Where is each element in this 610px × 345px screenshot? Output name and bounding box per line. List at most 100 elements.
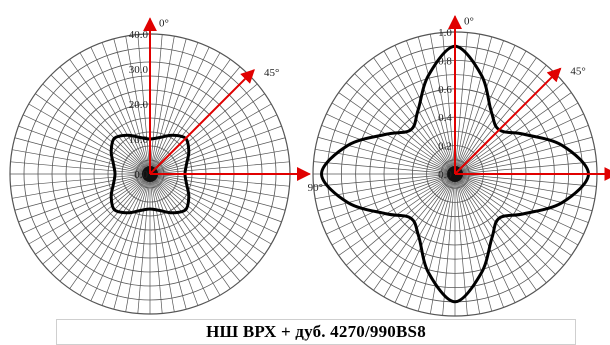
grid-spoke <box>50 74 151 175</box>
grid-spoke <box>454 173 516 303</box>
grid-spoke <box>90 173 151 302</box>
grid-spoke <box>149 173 272 245</box>
grid-spoke <box>454 173 493 312</box>
grid-spoke <box>149 173 288 199</box>
grid-spoke <box>14 173 151 211</box>
grid-spoke <box>10 161 151 175</box>
grid-spoke <box>383 50 456 175</box>
grid-spoke <box>149 173 163 314</box>
grid-spoke <box>373 57 456 175</box>
grid-spoke <box>454 173 565 266</box>
caption-box: НШ ВРХ + дуб. 4270/990BS8 <box>56 319 576 345</box>
grid-spoke <box>454 64 547 175</box>
grid-spoke <box>454 45 516 175</box>
grid-spoke <box>42 173 151 265</box>
radial-tick-label: 0.8 <box>438 55 452 67</box>
grid-spoke <box>35 93 151 175</box>
grid-spoke <box>149 114 278 175</box>
grid-spoke <box>149 173 258 265</box>
grid-spoke <box>454 173 481 314</box>
radial-tick-label: 0.0 <box>134 169 148 181</box>
grid-spoke <box>149 93 265 175</box>
grid-spoke <box>149 173 199 306</box>
grid-spoke <box>59 66 151 175</box>
grid-spoke <box>454 173 504 308</box>
grid-spoke <box>454 32 468 175</box>
grid-spoke <box>149 173 282 223</box>
radial-tick-label: 1.0 <box>438 27 452 39</box>
polar-chart-left: 0.010.020.030.040.00°45°90° <box>9 17 323 315</box>
grid-spoke <box>149 173 286 211</box>
grid-spoke <box>454 173 593 212</box>
grid-spoke <box>18 173 151 223</box>
grid-spoke <box>442 173 456 316</box>
direction-arrow <box>149 69 255 175</box>
radial-tick-label: 0.2 <box>438 141 452 153</box>
grid-spoke <box>137 173 151 314</box>
grid-spoke <box>149 173 175 312</box>
grid-spoke <box>454 173 547 284</box>
direction-label: 0° <box>464 15 474 27</box>
direction-label: 90° <box>308 182 323 194</box>
grid-spoke <box>149 173 187 310</box>
grid-spoke <box>454 173 579 246</box>
grid-spoke <box>125 36 151 175</box>
grid-spoke <box>363 64 456 175</box>
grid-spoke <box>454 173 537 291</box>
grid-spoke <box>345 82 456 175</box>
grid-spoke <box>149 36 175 175</box>
grid-spoke <box>101 42 151 175</box>
direction-label: 45° <box>264 67 279 79</box>
grid-spoke <box>113 38 151 175</box>
grid-spoke <box>149 103 272 175</box>
grid-spoke <box>429 173 456 314</box>
grid-spoke <box>149 52 221 175</box>
grid-spoke <box>321 173 456 223</box>
grid-spoke <box>394 173 456 303</box>
grid-spoke <box>113 173 151 310</box>
grid-spoke <box>149 173 278 234</box>
grid-spoke <box>149 137 286 175</box>
grid-spoke <box>373 173 456 291</box>
grid-spoke <box>42 83 151 175</box>
grid-spoke <box>406 173 456 308</box>
grid-spoke <box>454 173 597 187</box>
grid-spoke <box>454 173 584 235</box>
grid-spoke <box>79 52 151 175</box>
grid-spoke <box>149 149 288 175</box>
direction-arrow <box>454 67 562 175</box>
grid-spoke <box>149 59 231 175</box>
grid-spoke <box>454 40 504 175</box>
polar-chart-right: 0.00.20.40.60.81.00°45°90° <box>312 14 610 317</box>
grid-spoke <box>125 173 151 312</box>
grid-spoke <box>149 66 241 175</box>
grid-spoke <box>149 173 210 302</box>
grid-spoke <box>22 114 151 175</box>
radial-tick-label: 40.0 <box>129 29 149 41</box>
grid-spoke <box>417 36 456 175</box>
grid-spoke <box>394 45 456 175</box>
grid-spoke <box>59 173 151 282</box>
grid-spoke <box>149 125 282 175</box>
grid-spoke <box>28 173 151 245</box>
grid-spoke <box>90 46 151 175</box>
grid-spoke <box>454 173 527 298</box>
grid-spoke <box>454 125 589 175</box>
grid-spoke <box>149 173 290 187</box>
grid-spoke <box>354 73 456 175</box>
radial-tick-label: 0.4 <box>438 112 452 124</box>
direction-label: 0° <box>159 18 169 30</box>
grid-spoke <box>12 173 151 199</box>
grid-spoke <box>406 40 456 175</box>
grid-spoke <box>101 173 151 306</box>
grid-spoke <box>149 161 290 175</box>
grid-spoke <box>79 173 151 296</box>
grid-spoke <box>149 173 250 274</box>
grid-spoke <box>317 173 456 212</box>
grid-spoke <box>69 173 151 289</box>
grid-spoke <box>331 173 456 246</box>
grid-spoke <box>326 173 456 235</box>
radial-tick-label: 0.6 <box>438 84 452 96</box>
grid-spoke <box>326 113 456 175</box>
grid-spoke <box>454 34 481 175</box>
